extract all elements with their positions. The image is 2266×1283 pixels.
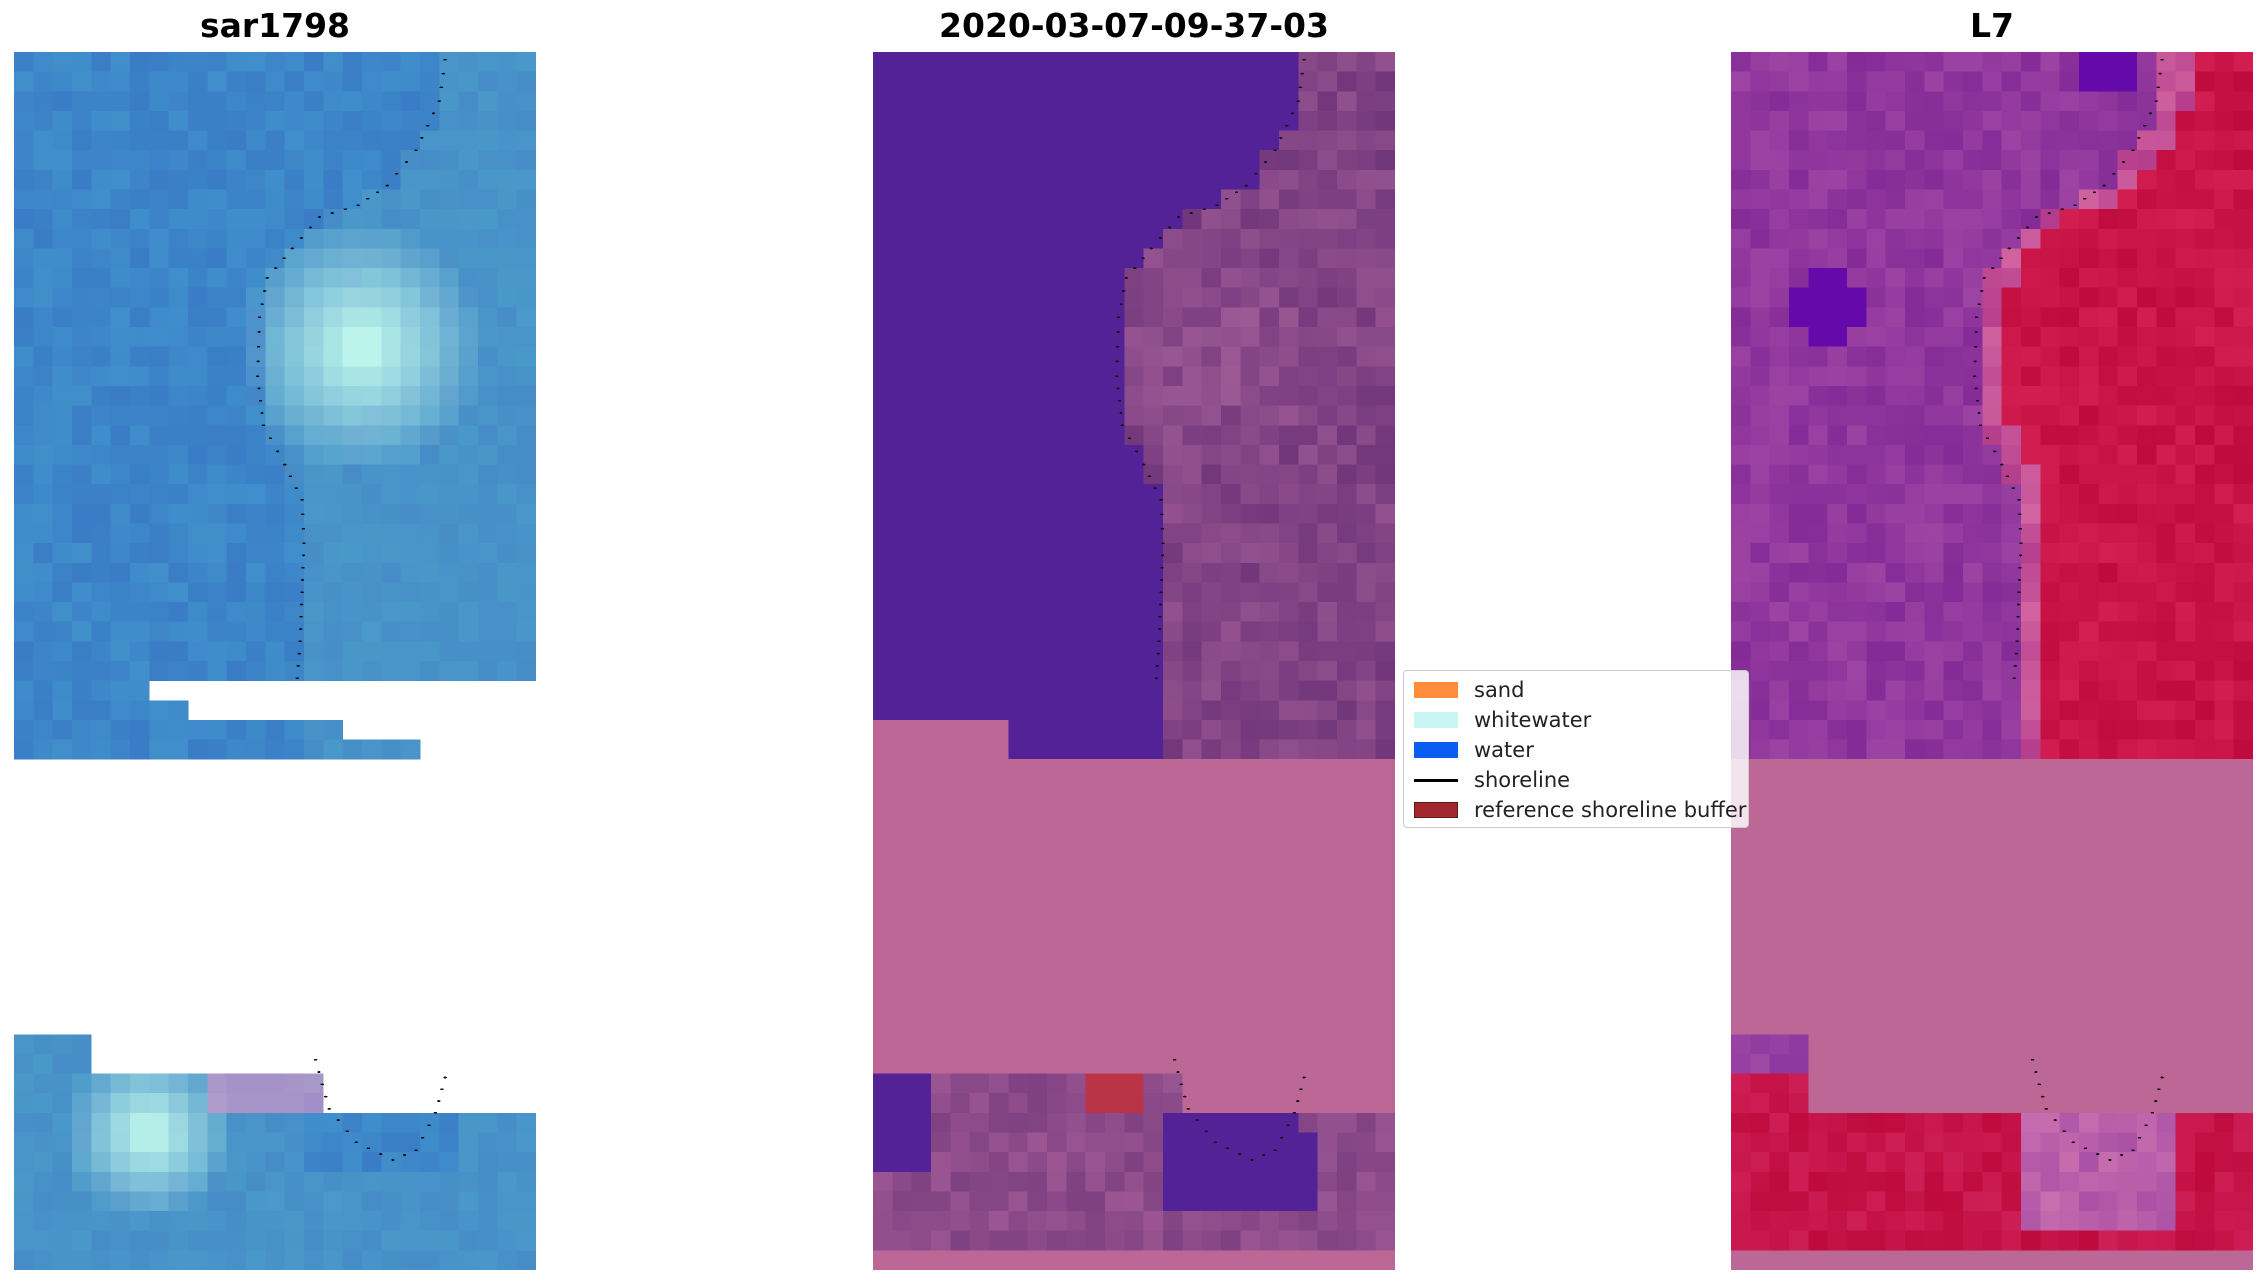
panel-title-rgb: sar1798 xyxy=(199,6,351,45)
legend-swatch-whitewater xyxy=(1414,712,1458,728)
shoreline-dots xyxy=(1972,58,2164,1161)
legend-item-water: water xyxy=(1414,735,1534,765)
legend-item-reference-buffer: reference shoreline buffer xyxy=(1414,795,1746,825)
legend-label-whitewater: whitewater xyxy=(1474,708,1592,732)
legend-label-water: water xyxy=(1474,738,1534,762)
shoreline-dots xyxy=(1114,58,1306,1161)
legend-line-shoreline xyxy=(1414,778,1458,782)
shoreline-dots xyxy=(255,58,447,1161)
legend-label-sand: sand xyxy=(1474,678,1525,702)
legend-swatch-water xyxy=(1414,742,1458,758)
legend-item-whitewater: whitewater xyxy=(1414,705,1591,735)
rgb-satellite-image xyxy=(14,52,536,1270)
legend-swatch-reference-buffer xyxy=(1414,802,1458,818)
legend-item-sand: sand xyxy=(1414,675,1524,705)
index-satellite-image xyxy=(1731,52,2253,1270)
legend-label-reference-buffer: reference shoreline buffer xyxy=(1474,798,1747,822)
legend: sand whitewater water shoreline referenc… xyxy=(1403,670,1749,828)
panel-title-index: L7 xyxy=(1970,6,2014,45)
classified-satellite-image xyxy=(873,52,1395,1270)
legend-swatch-sand xyxy=(1414,682,1458,698)
legend-item-shoreline: shoreline xyxy=(1414,765,1570,795)
panel-title-classified: 2020-03-07-09-37-03 xyxy=(939,6,1329,45)
legend-label-shoreline: shoreline xyxy=(1474,768,1571,792)
